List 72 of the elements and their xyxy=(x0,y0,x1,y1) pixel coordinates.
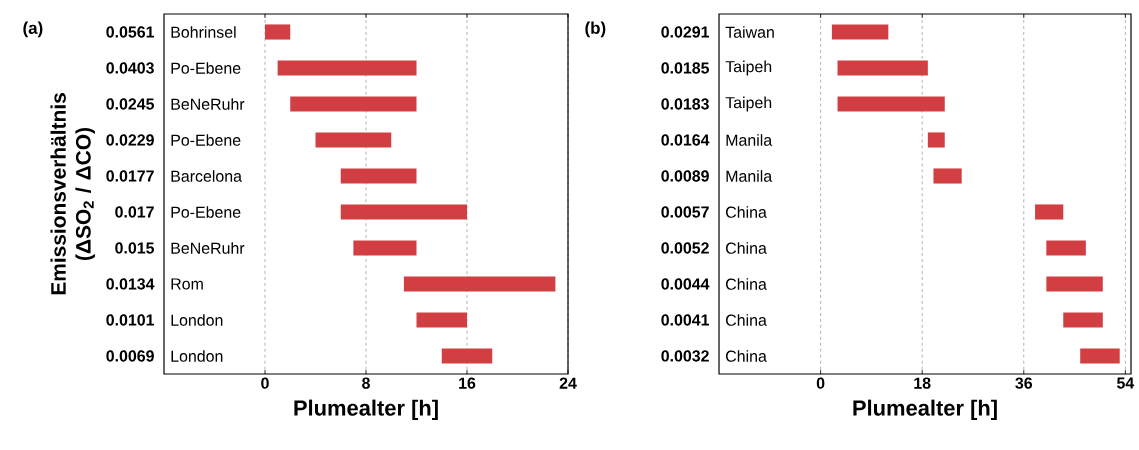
x-tick-label: 0 xyxy=(261,377,269,389)
annotation: Po-Ebene xyxy=(171,62,241,74)
bar xyxy=(927,132,945,148)
y-tick-label: 0.0041 xyxy=(661,314,710,326)
bar xyxy=(837,60,928,76)
bar xyxy=(277,60,417,76)
y-tick-label: 0.0134 xyxy=(106,278,155,290)
annotation: Manila xyxy=(726,134,773,146)
y-tick-label: 0.017 xyxy=(115,206,154,218)
x-tick-label: 16 xyxy=(459,377,476,389)
y-tick-label: 0.015 xyxy=(115,242,155,254)
bar xyxy=(933,168,962,184)
annotation: Po-Ebene xyxy=(171,134,241,146)
annotation: China xyxy=(726,242,767,254)
chart-title: (b) xyxy=(585,21,606,38)
bar xyxy=(837,96,945,112)
annotation: China xyxy=(726,314,767,326)
bar xyxy=(290,96,417,112)
y-tick-label: 0.0069 xyxy=(106,350,154,362)
annotation: London xyxy=(171,350,223,362)
bar xyxy=(1063,312,1103,328)
bar xyxy=(1035,204,1064,220)
bar xyxy=(265,24,291,40)
annotation: Barcelona xyxy=(171,170,242,182)
y-tick-label: 0.0229 xyxy=(106,134,154,146)
y-tick-label: 0.0089 xyxy=(661,170,709,182)
y-tick-label: 0.0185 xyxy=(661,62,710,74)
bar xyxy=(403,276,556,292)
x-tick-label: 24 xyxy=(559,377,577,389)
y-tick-label: 0.0052 xyxy=(661,242,709,254)
y-tick-label: 0.0044 xyxy=(661,278,710,290)
x-tick-label: 54 xyxy=(1116,377,1135,389)
annotation: BeNeRuhr xyxy=(171,98,245,110)
bar xyxy=(1080,348,1120,364)
annotation: Taiwan xyxy=(725,26,774,38)
x-tick-label: 36 xyxy=(1015,377,1033,389)
bar xyxy=(315,132,392,148)
y-tick-label: 0.0561 xyxy=(106,26,155,38)
y-tick-label: 0.0403 xyxy=(106,62,154,74)
y-tick-label: 0.0057 xyxy=(661,206,709,218)
annotation: BeNeRuhr xyxy=(171,242,245,254)
annotation: Taipeh xyxy=(725,60,772,76)
annotation: London xyxy=(171,314,223,326)
y-tick-label: 0.0164 xyxy=(661,134,710,146)
bar xyxy=(340,204,468,220)
y-tick-label: 0.0245 xyxy=(106,98,155,110)
bar xyxy=(1046,240,1086,256)
y-tick-label: 0.0291 xyxy=(661,26,710,38)
x-tick-label: 0 xyxy=(816,377,825,389)
chart-title: (a) xyxy=(23,21,43,38)
annotation: China xyxy=(726,350,767,362)
y-tick-label: 0.0101 xyxy=(106,314,155,326)
annotation: China xyxy=(726,206,767,218)
y-tick-label: 0.0032 xyxy=(661,350,709,362)
bar xyxy=(416,312,468,328)
annotation: Taipeh xyxy=(725,96,772,112)
x-axis-title: Plumealter [h] xyxy=(294,399,438,421)
y-tick-label: 0.0177 xyxy=(106,170,154,182)
annotation: Bohrinsel xyxy=(171,26,236,38)
annotation: Po-Ebene xyxy=(171,206,241,218)
x-tick-label: 18 xyxy=(914,377,931,389)
bar xyxy=(1046,276,1103,292)
bar xyxy=(353,240,417,256)
x-axis-title: Plumealter [h] xyxy=(853,399,997,421)
bar xyxy=(831,24,889,40)
annotation: Rom xyxy=(171,278,203,290)
annotation: China xyxy=(726,278,767,290)
y-tick-label: 0.0183 xyxy=(661,98,709,110)
x-tick-label: 8 xyxy=(362,377,370,389)
bar xyxy=(441,348,493,364)
bar xyxy=(340,168,417,184)
annotation: Manila xyxy=(726,170,773,182)
